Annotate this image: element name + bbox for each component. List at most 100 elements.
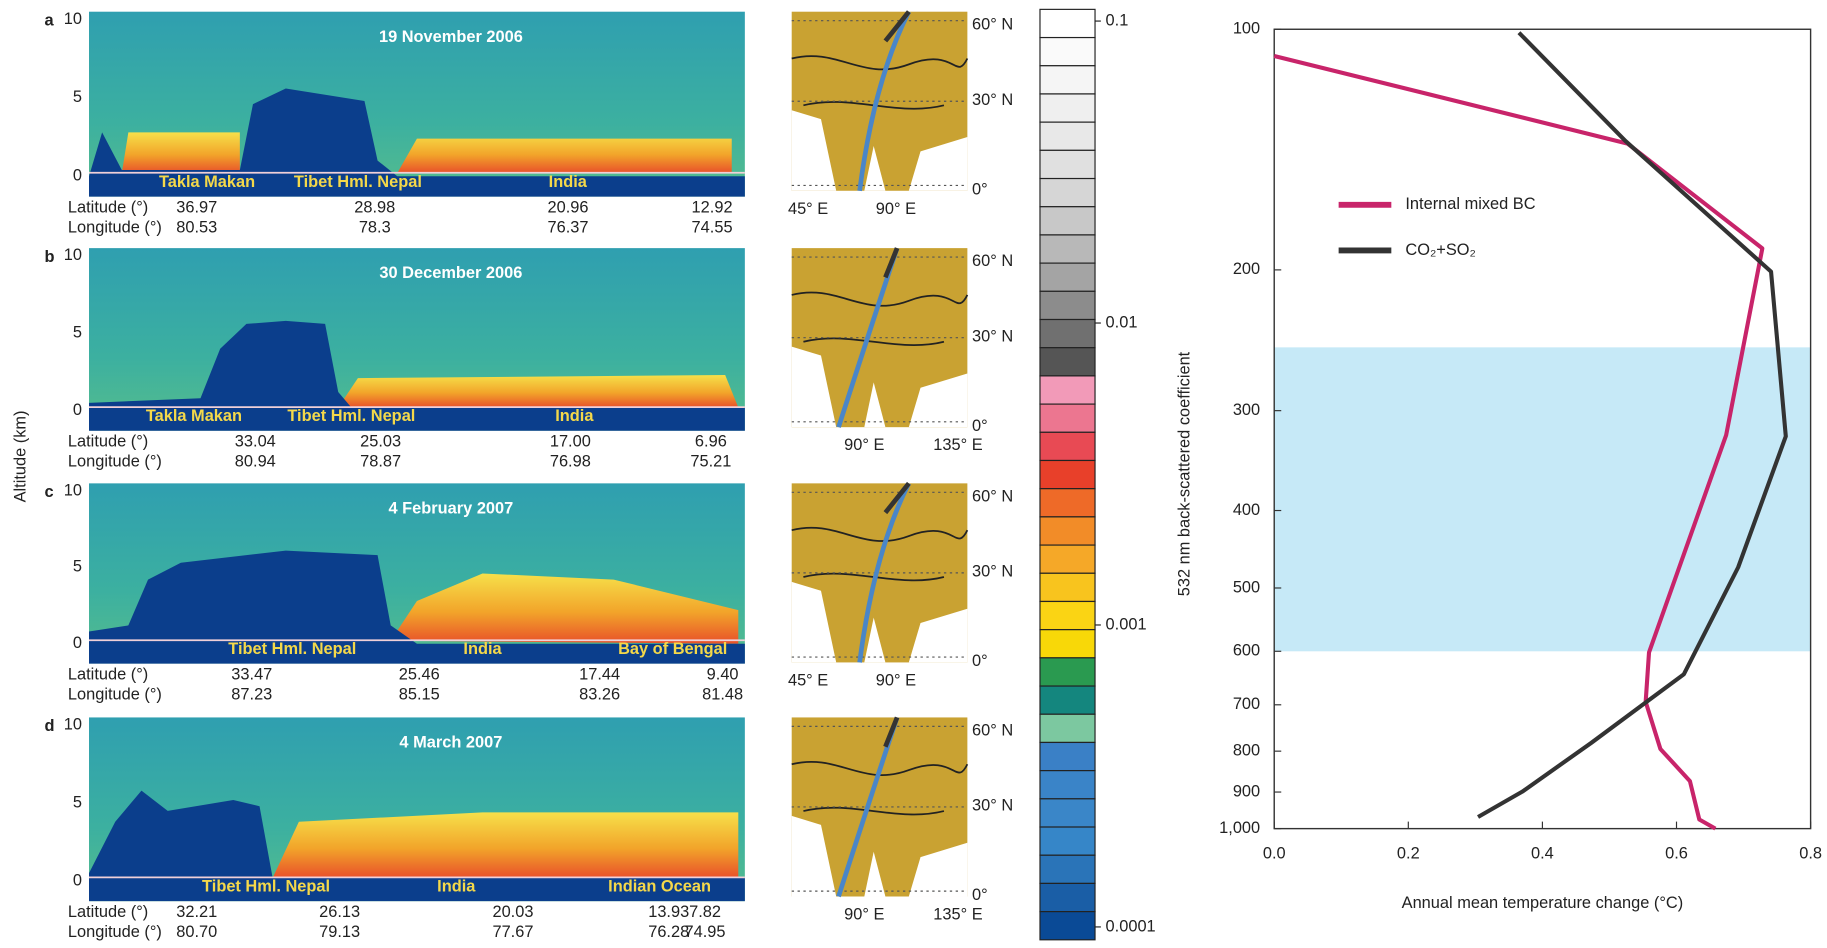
altitude-tick-label: 5 — [73, 324, 82, 342]
map-lat-label: 60° N — [972, 721, 1013, 739]
latitude: 33.47 — [231, 666, 272, 684]
map-sea — [908, 137, 968, 191]
colorbar-tick-label: 0.1 — [1106, 11, 1129, 29]
colorbar-cell — [1039, 347, 1096, 377]
colorbar-cell — [1039, 375, 1096, 405]
row-label: Longitude (°) — [68, 686, 162, 704]
map-sea — [791, 815, 837, 897]
colorbar-cell — [1039, 629, 1096, 659]
row-label: Latitude (°) — [68, 199, 148, 217]
colorbar-cell — [1039, 177, 1096, 208]
y-tick-label: 900 — [1233, 782, 1260, 800]
date: 30 December 2006 — [379, 264, 522, 282]
map-lat-label: 30° N — [972, 327, 1013, 345]
x-axis-label: Annual mean temperature change (°C) — [1402, 894, 1684, 912]
map-lon-label: 90° E — [876, 200, 916, 218]
region-label: India — [463, 640, 502, 658]
lidar-panel: 4 March 2007 Tibet Hml. Nepal India Indian … — [89, 717, 745, 902]
region-label: India — [437, 877, 476, 895]
altitude-tick-label: 5 — [73, 88, 82, 106]
colorbar-tick-label: 0.001 — [1106, 615, 1147, 633]
map-sea — [791, 581, 837, 663]
map-lon-label: 90° E — [844, 906, 884, 924]
map-lat-label: 0° — [972, 652, 988, 670]
legend-label: Internal mixed BC — [1405, 195, 1535, 213]
map-track — [857, 10, 911, 192]
lidar-panel: 30 December 2006 Takla Makan Tibet Hml. Ne… — [89, 248, 745, 431]
altitude-tick-label: 5 — [73, 793, 82, 811]
map-sea — [864, 382, 886, 428]
latitude: 20.03 — [492, 903, 533, 921]
colorbar-cell — [1039, 544, 1096, 574]
row-label: Latitude (°) — [68, 433, 148, 451]
colorbar-label: 532 nm back-scattered coefficient — [1176, 351, 1194, 596]
map-lat-label: 30° N — [972, 91, 1013, 109]
latitude: 12.92 — [692, 199, 733, 217]
map-lon-label: 135° E — [933, 906, 982, 924]
region-label: Takla Makan — [146, 407, 242, 425]
colorbar-tick-label: 0.0001 — [1106, 917, 1156, 935]
panel-letter: b — [45, 248, 55, 266]
latitude: 26.13 — [319, 903, 360, 921]
region-label: Takla Makan — [159, 173, 255, 191]
x-tick-label: 0.0 — [1263, 845, 1286, 863]
colorbar-cell — [1039, 685, 1096, 715]
colorbar-cell — [1039, 826, 1096, 856]
colorbar-cell — [1039, 318, 1096, 349]
series-line — [1477, 31, 1788, 819]
map-track-end — [883, 247, 900, 279]
map-lon-label: 90° E — [844, 436, 884, 454]
map-sea — [864, 146, 886, 191]
colorbar-tick-label: 0.01 — [1106, 313, 1138, 331]
colorbar-cell — [1039, 713, 1096, 744]
colorbar-cell — [1039, 911, 1096, 941]
longitude: 76.28 — [648, 923, 689, 941]
latitude: 33.04 — [235, 433, 276, 451]
map-lat-label: 30° N — [972, 563, 1013, 581]
row-label: Latitude (°) — [68, 903, 148, 921]
map-sea — [864, 851, 886, 897]
panel-letter: a — [45, 11, 55, 29]
series-line — [1273, 53, 1765, 831]
y-tick-label: 600 — [1233, 642, 1260, 660]
legend-label: CO₂+SO₂ — [1405, 241, 1476, 259]
colorbar-cell — [1039, 516, 1096, 546]
aerosol-layer — [390, 573, 739, 644]
colorbar-cell — [1039, 488, 1096, 518]
latitude: 13.93 — [648, 903, 689, 921]
map-lon-label: 45° E — [788, 671, 828, 689]
altitude-tick-label: 10 — [64, 716, 82, 734]
y-tick-label: 300 — [1233, 401, 1260, 419]
region-label: Bay of Bengal — [618, 640, 727, 658]
lidar-panel: 4 February 2007 Tibet Hml. Nepal India Bay … — [89, 483, 745, 664]
aerosol-layer — [272, 812, 739, 878]
map-lat-label: 60° N — [972, 252, 1013, 270]
colorbar-cell — [1039, 741, 1096, 772]
aerosol-layer — [338, 374, 739, 408]
colorbar-cell — [1039, 65, 1096, 95]
longitude: 83.26 — [579, 686, 620, 704]
altitude-tick-label: 10 — [64, 10, 82, 28]
row-label: Longitude (°) — [68, 219, 162, 237]
longitude: 78.87 — [360, 453, 401, 471]
terrain — [89, 550, 745, 664]
map — [791, 481, 969, 663]
map-sea — [908, 608, 968, 663]
y-tick-label: 400 — [1233, 501, 1260, 519]
y-tick-label: 1,000 — [1219, 819, 1260, 837]
altitude-tick-label: 0 — [73, 401, 82, 419]
y-tick-label: 700 — [1233, 695, 1260, 713]
latitude: 6.96 — [695, 433, 727, 451]
map-sea — [791, 110, 837, 191]
map-sea — [864, 617, 886, 663]
region-label: India — [555, 407, 594, 425]
date: 4 February 2007 — [389, 499, 514, 517]
longitude: 78.3 — [359, 219, 391, 237]
longitude: 85.15 — [399, 686, 440, 704]
row-label: Latitude (°) — [68, 666, 148, 684]
colorbar-cell — [1039, 798, 1096, 828]
map-lon-label: 90° E — [876, 671, 916, 689]
map-lon-label: 135° E — [933, 436, 982, 454]
colorbar-cell — [1039, 93, 1096, 123]
panel-letter: d — [45, 717, 55, 735]
